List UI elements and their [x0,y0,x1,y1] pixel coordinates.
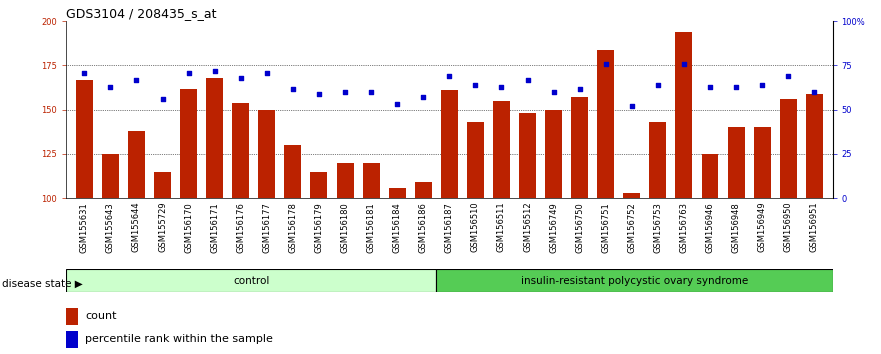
Text: GSM156752: GSM156752 [627,202,636,253]
Bar [676,32,692,198]
Text: disease state ▶: disease state ▶ [2,279,83,289]
Bar [624,193,640,198]
Point [312,91,326,97]
Text: GSM156178: GSM156178 [288,202,298,253]
Bar [571,97,589,198]
Bar [436,269,833,292]
Text: control: control [233,275,270,286]
Text: GSM155644: GSM155644 [132,202,141,252]
Text: GSM156181: GSM156181 [366,202,375,253]
Text: GSM155643: GSM155643 [106,202,115,253]
Point [521,77,535,82]
Point [625,103,639,109]
Bar [701,154,719,198]
Point [703,84,717,90]
Bar [180,88,197,198]
Point [260,70,274,75]
Point [338,89,352,95]
Bar [753,127,771,198]
Point [416,95,430,100]
Bar [285,145,301,198]
Text: GSM156512: GSM156512 [523,202,532,252]
Text: GSM156180: GSM156180 [341,202,350,253]
Text: GSM156176: GSM156176 [236,202,245,253]
Point [285,86,300,91]
Bar [128,131,145,198]
Text: GSM156753: GSM156753 [654,202,663,253]
Text: GSM156951: GSM156951 [810,202,818,252]
Text: GSM156186: GSM156186 [418,202,428,253]
Text: GSM156177: GSM156177 [263,202,271,253]
Point [755,82,769,88]
Point [364,89,378,95]
Point [599,61,613,67]
Text: GSM155631: GSM155631 [80,202,89,253]
Point [546,89,560,95]
Bar [728,127,744,198]
Text: GSM156749: GSM156749 [549,202,558,253]
Point [390,102,404,107]
Bar [66,331,78,348]
Bar [440,90,458,198]
Bar [337,163,353,198]
Text: GSM156510: GSM156510 [470,202,480,252]
Text: GSM156187: GSM156187 [445,202,454,253]
Point [677,61,691,67]
Bar [780,99,796,198]
Text: GSM156184: GSM156184 [393,202,402,253]
Point [442,73,456,79]
Bar [154,172,171,198]
Point [781,73,796,79]
Point [155,96,169,102]
Point [181,70,196,75]
Point [130,77,144,82]
Bar [102,154,119,198]
Text: GSM156949: GSM156949 [758,202,766,252]
Text: GSM156946: GSM156946 [706,202,714,253]
Bar [597,50,614,198]
Point [103,84,117,90]
Bar [258,110,275,198]
Bar [806,94,823,198]
Point [494,84,508,90]
Text: count: count [85,312,117,321]
Point [208,68,222,74]
Point [729,84,744,90]
Text: GSM156170: GSM156170 [184,202,193,253]
Point [573,86,587,91]
Point [233,75,248,81]
Text: percentile rank within the sample: percentile rank within the sample [85,335,273,344]
Text: GSM156511: GSM156511 [497,202,506,252]
Text: GSM156950: GSM156950 [784,202,793,252]
Bar [467,122,484,198]
Text: insulin-resistant polycystic ovary syndrome: insulin-resistant polycystic ovary syndr… [521,275,748,286]
Bar [66,308,78,325]
Text: GSM156751: GSM156751 [601,202,611,253]
Text: GDS3104 / 208435_s_at: GDS3104 / 208435_s_at [66,7,217,20]
Text: GSM155729: GSM155729 [158,202,167,252]
Bar [389,188,405,198]
Bar [206,78,223,198]
Bar [233,103,249,198]
Bar [545,110,562,198]
Bar [415,182,432,198]
Bar [493,101,510,198]
Point [807,89,821,95]
Bar [363,163,380,198]
Bar [519,113,536,198]
Bar [310,172,328,198]
Text: GSM156179: GSM156179 [315,202,323,253]
Bar [649,122,666,198]
Point [78,70,92,75]
Text: GSM156763: GSM156763 [679,202,688,253]
Bar [76,80,93,198]
Text: GSM156750: GSM156750 [575,202,584,253]
Point [651,82,665,88]
Text: GSM156171: GSM156171 [211,202,219,253]
Text: GSM156948: GSM156948 [731,202,741,253]
Point [469,82,483,88]
Bar [66,269,436,292]
